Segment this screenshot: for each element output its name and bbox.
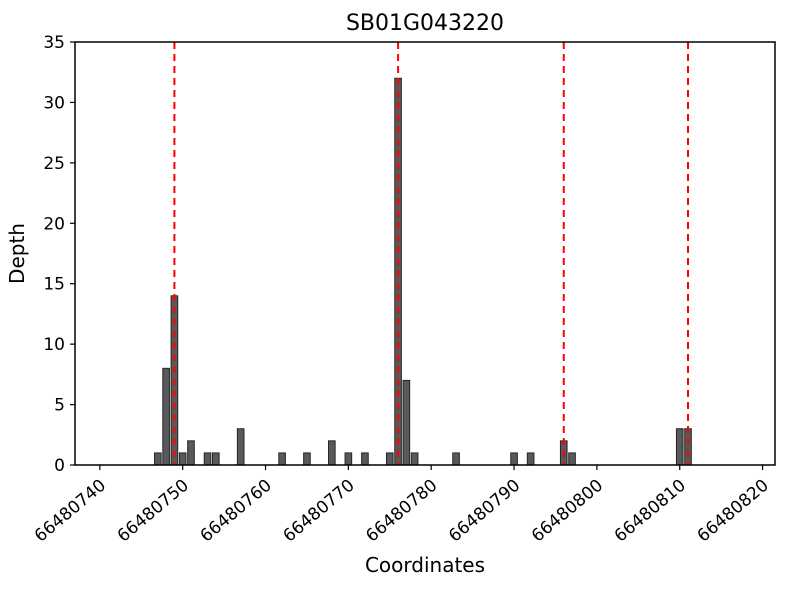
coverage-bar	[684, 428, 692, 466]
coverage-bar	[344, 452, 353, 466]
coverage-bar	[675, 428, 684, 466]
coverage-bar	[327, 440, 336, 466]
coverage-bar	[203, 452, 212, 466]
coverage-bar	[236, 428, 245, 466]
coverage-bar	[410, 452, 419, 466]
y-tick-label: 0	[54, 456, 65, 476]
y-tick-label: 25	[43, 154, 65, 174]
coverage-bar	[402, 379, 411, 466]
y-tick-label: 20	[43, 214, 65, 234]
chart-title: SB01G043220	[346, 11, 504, 36]
coverage-bar	[526, 452, 535, 466]
axis-spines	[74, 41, 776, 466]
coverage-bar	[510, 452, 518, 466]
y-axis-label: Depth	[5, 223, 29, 284]
y-tick-label: 35	[43, 33, 65, 53]
coverage-bar	[303, 452, 311, 466]
coverage-bar	[154, 452, 162, 466]
coverage-bar	[278, 452, 286, 466]
coverage-bar	[212, 452, 220, 466]
y-tick-label: 15	[43, 275, 65, 295]
y-tick-label: 30	[43, 93, 65, 113]
coverage-bar	[361, 452, 369, 466]
y-tick-label: 10	[43, 335, 65, 355]
coverage-bar	[178, 452, 187, 466]
coverage-bar	[452, 452, 460, 466]
coverage-bar	[162, 367, 170, 466]
coverage-bar	[385, 452, 394, 466]
coverage-bar	[568, 452, 576, 466]
y-tick-label: 5	[54, 396, 65, 416]
coverage-bar	[187, 440, 195, 466]
x-axis-label: Coordinates	[365, 553, 485, 577]
